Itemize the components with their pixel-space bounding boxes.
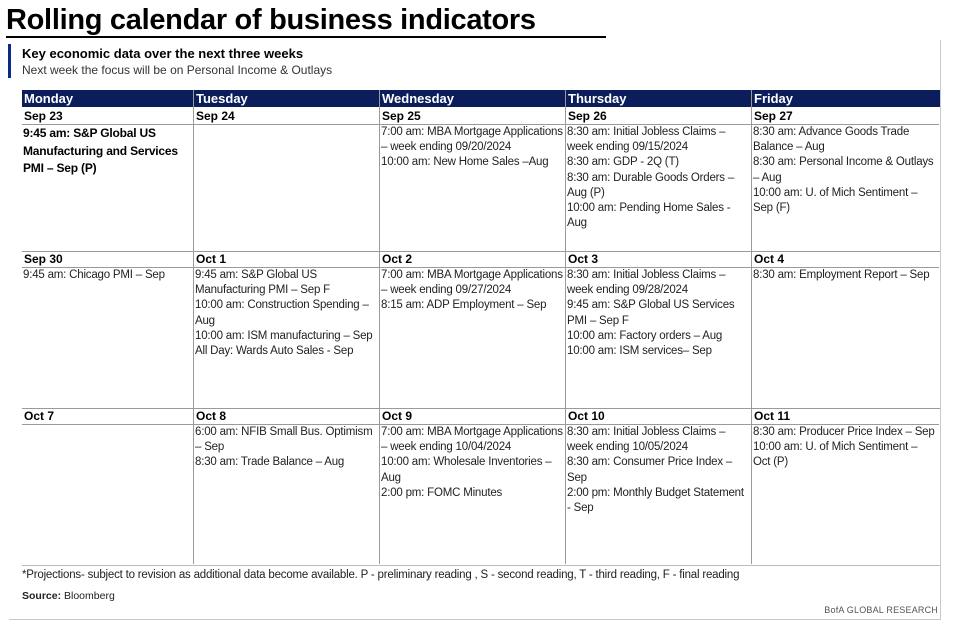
cell-events: 8:30 am: Initial Jobless Claims – week e… xyxy=(566,125,751,231)
weekday-header: Monday Tuesday Wednesday Thursday Friday xyxy=(22,90,940,107)
cell-date: Oct 7 xyxy=(22,409,193,425)
event-item: 10:00 am: ISM services– Sep xyxy=(567,345,712,358)
event-item: 2:00 pm: FOMC Minutes xyxy=(381,486,503,499)
brand-mark: BofA GLOBAL RESEARCH xyxy=(824,605,938,615)
day-cell: Oct 9 7:00 am: MBA Mortgage Applications … xyxy=(380,409,565,564)
cell-events: 8:30 am: Initial Jobless Claims – week e… xyxy=(566,268,751,359)
section-subtitle: Key economic data over the next three we… xyxy=(22,46,304,61)
day-cell: Oct 2 7:00 am: MBA Mortgage Applications … xyxy=(380,252,565,407)
day-cell: Oct 4 8:30 am: Employment Report – Sep xyxy=(752,252,939,407)
day-cell: Sep 25 7:00 am: MBA Mortgage Applications… xyxy=(380,109,565,250)
cell-date: Sep 30 xyxy=(22,252,193,268)
cell-date: Oct 1 xyxy=(194,252,379,268)
cell-date: Oct 9 xyxy=(380,409,565,425)
event-item: 10:00 am: Wholesale Inventories – Aug xyxy=(381,456,552,484)
event-item: 6:00 am: NFIB Small Bus. Optimism – Sep xyxy=(195,426,373,454)
weekday-wednesday: Wednesday xyxy=(382,91,455,106)
page-title: Rolling calendar of business indicators xyxy=(6,2,606,38)
column-divider xyxy=(379,90,380,564)
cell-events: 6:00 am: NFIB Small Bus. Optimism – Sep 8… xyxy=(194,425,379,471)
content-frame xyxy=(9,40,941,620)
event-item: 8:30 am: Initial Jobless Claims – week e… xyxy=(567,269,726,297)
day-cell: Oct 3 8:30 am: Initial Jobless Claims – w… xyxy=(566,252,751,407)
source-value: Bloomberg xyxy=(61,590,115,602)
column-divider xyxy=(565,90,566,564)
footnote-divider xyxy=(22,565,940,566)
weekday-thursday: Thursday xyxy=(568,91,627,106)
cell-events: 9:45 am: S&P Global US Manufacturing PMI… xyxy=(194,268,379,359)
cell-date: Sep 27 xyxy=(752,109,939,125)
event-item: 9:45 am: S&P Global US Services PMI – Se… xyxy=(567,299,735,327)
event-item: 10:00 am: Pending Home Sales - Aug xyxy=(567,202,731,230)
day-cell: Oct 8 6:00 am: NFIB Small Bus. Optimism –… xyxy=(194,409,379,564)
day-cell: Sep 27 8:30 am: Advance Goods Trade Balan… xyxy=(752,109,939,250)
cell-date: Oct 3 xyxy=(566,252,751,268)
cell-events: 8:30 am: Initial Jobless Claims – week e… xyxy=(566,425,751,516)
weekday-monday: Monday xyxy=(24,91,74,106)
cell-events: 7:00 am: MBA Mortgage Applications – wee… xyxy=(380,425,565,501)
event-item: 9:45 am: Chicago PMI – Sep xyxy=(23,269,165,281)
day-cell: Sep 30 9:45 am: Chicago PMI – Sep xyxy=(22,252,193,407)
event-item: All Day: Wards Auto Sales - Sep xyxy=(195,345,354,358)
event-item: 10:00 am: New Home Sales –Aug xyxy=(381,156,549,169)
cell-date: Oct 8 xyxy=(194,409,379,425)
event-item: 10:00 am: U. of Mich Sentiment – Sep (F) xyxy=(753,186,918,215)
cell-date: Sep 26 xyxy=(566,109,751,125)
day-cell: Sep 23 9:45 am: S&P Global US Manufacturi… xyxy=(22,109,193,250)
column-divider xyxy=(751,90,752,564)
cell-events: 9:45 am: Chicago PMI – Sep xyxy=(22,268,193,283)
day-cell: Oct 1 9:45 am: S&P Global US Manufacturin… xyxy=(194,252,379,407)
week-row-divider xyxy=(22,408,940,409)
column-divider xyxy=(193,90,194,564)
footnote: *Projections- subject to revision as add… xyxy=(22,569,740,581)
event-item: 7:00 am: MBA Mortgage Applications – wee… xyxy=(381,426,563,454)
event-item: 8:30 am: Employment Report – Sep xyxy=(753,269,930,281)
event-item: 8:30 am: Initial Jobless Claims – week e… xyxy=(567,426,726,454)
cell-date: Oct 4 xyxy=(752,252,939,268)
cell-date: Oct 11 xyxy=(752,409,939,425)
day-cell: Oct 7 xyxy=(22,409,193,564)
event-item: 8:30 am: Initial Jobless Claims – week e… xyxy=(567,126,726,154)
accent-bar xyxy=(8,44,11,78)
cell-date: Sep 25 xyxy=(380,109,565,125)
cell-date: Oct 2 xyxy=(380,252,565,268)
event-item: 2:00 pm: Monthly Budget Statement - Sep xyxy=(567,486,744,515)
weekday-friday: Friday xyxy=(754,91,794,106)
event-item: 10:00 am: U. of Mich Sentiment – Oct (P) xyxy=(753,441,918,469)
event-item: 8:30 am: Trade Balance – Aug xyxy=(195,456,345,469)
event-item: 8:30 am: Personal Income & Outlays – Aug xyxy=(753,156,934,184)
event-item: 9:45 am: S&P Global US Manufacturing and… xyxy=(23,126,178,175)
event-item: 7:00 am: MBA Mortgage Applications – wee… xyxy=(381,269,563,297)
cell-events: 8:30 am: Producer Price Index – Sep 10:00… xyxy=(752,425,939,471)
event-item: 8:30 am: GDP - 2Q (T) xyxy=(567,156,679,169)
cell-date: Oct 10 xyxy=(566,409,751,425)
event-item: 8:30 am: Advance Goods Trade Balance – A… xyxy=(753,126,910,154)
source-line: Source: Bloomberg xyxy=(22,590,115,603)
cell-events: 8:30 am: Employment Report – Sep xyxy=(752,268,939,283)
day-cell: Sep 26 8:30 am: Initial Jobless Claims – … xyxy=(566,109,751,250)
cell-date: Sep 23 xyxy=(22,109,193,125)
cell-date: Sep 24 xyxy=(194,109,379,125)
event-item: 8:15 am: ADP Employment – Sep xyxy=(381,299,547,312)
cell-events: 8:30 am: Advance Goods Trade Balance – A… xyxy=(752,125,939,216)
event-item: 8:30 am: Durable Goods Orders – Aug (P) xyxy=(567,171,735,199)
event-item: 7:00 am: MBA Mortgage Applications – wee… xyxy=(381,126,563,154)
cell-events: 9:45 am: S&P Global US Manufacturing and… xyxy=(22,125,193,178)
event-item: 9:45 am: S&P Global US Manufacturing PMI… xyxy=(195,269,330,297)
event-item: 10:00 am: Construction Spending – Aug xyxy=(195,299,369,327)
cell-events: 7:00 am: MBA Mortgage Applications – wee… xyxy=(380,125,565,171)
day-cell: Oct 10 8:30 am: Initial Jobless Claims – … xyxy=(566,409,751,564)
event-item: 10:00 am: Factory orders – Aug xyxy=(567,329,723,342)
event-item: 8:30 am: Consumer Price Index – Sep xyxy=(567,456,733,484)
event-item: 8:30 am: Producer Price Index – Sep xyxy=(753,426,935,438)
source-label: Source: xyxy=(22,590,62,602)
event-item: 10:00 am: ISM manufacturing – Sep xyxy=(195,329,373,342)
weekday-tuesday: Tuesday xyxy=(196,91,248,106)
day-cell: Oct 11 8:30 am: Producer Price Index – Se… xyxy=(752,409,939,564)
day-cell: Sep 24 xyxy=(194,109,379,250)
week-row-divider xyxy=(22,251,940,252)
cell-events: 7:00 am: MBA Mortgage Applications – wee… xyxy=(380,268,565,314)
section-subtext: Next week the focus will be on Personal … xyxy=(22,63,333,77)
